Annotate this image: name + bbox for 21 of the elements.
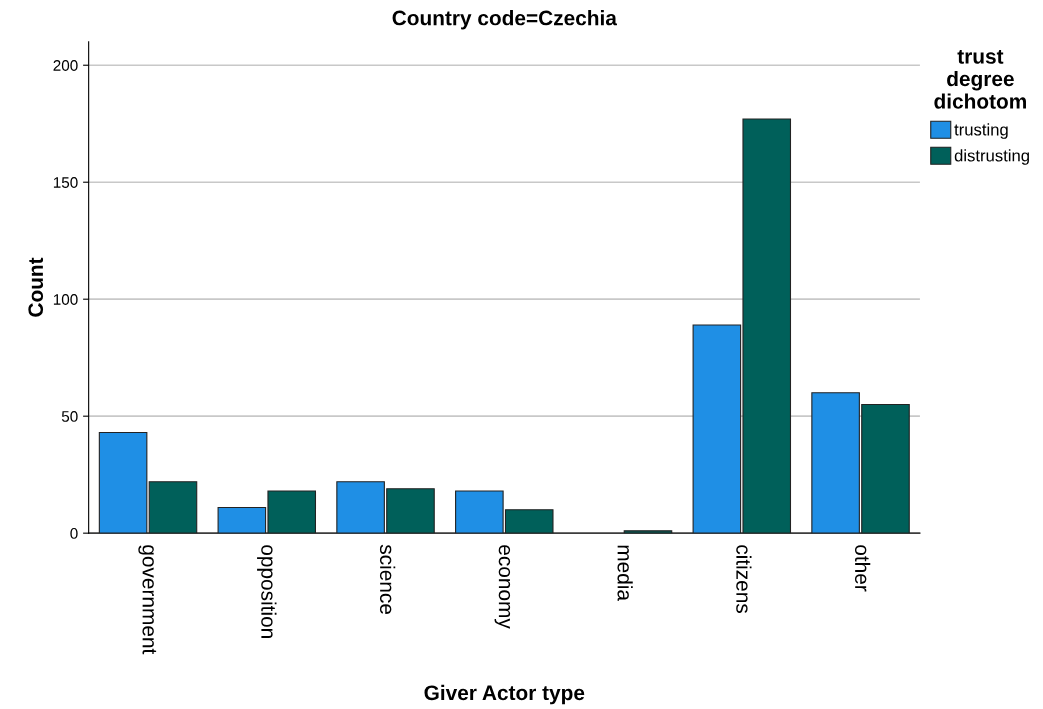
x-axis-title: Giver Actor type (424, 684, 585, 705)
x-tick-label: citizens (736, 545, 752, 613)
legend-title: trust degree dichotom (934, 50, 1026, 109)
y-axis-title: Count (28, 257, 44, 317)
y-tick-label: 100 (53, 294, 78, 305)
x-tick-label: opposition (257, 545, 277, 638)
y-tick-label: 50 (61, 411, 78, 422)
x-tick-label: science (379, 544, 396, 614)
chart-title: Country code=Czechia (392, 10, 618, 30)
y-tick-label: 200 (53, 60, 78, 71)
y-tick-label: 0 (70, 528, 78, 539)
legend-label: trusting (954, 123, 1008, 139)
x-tick-label: media (617, 545, 633, 602)
x-tick-label: government (138, 545, 157, 655)
x-tick-label: other (854, 545, 871, 592)
bar (148, 481, 198, 534)
bar (98, 432, 148, 534)
bar (623, 530, 673, 534)
x-tick-label: economy (494, 545, 511, 629)
legend-label: distrusting (954, 149, 1029, 165)
y-tick-label: 150 (53, 177, 78, 188)
